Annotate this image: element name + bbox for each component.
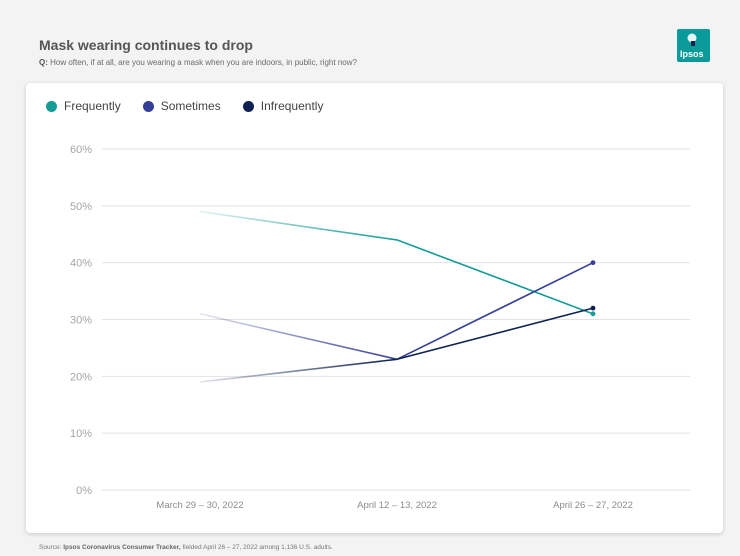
x-tick-label: March 29 – 30, 2022 bbox=[156, 500, 243, 511]
question-text: Q: How often, if at all, are you wearing… bbox=[39, 58, 357, 67]
logo-text: Ipsos bbox=[680, 49, 704, 59]
ipsos-logo: Ipsos bbox=[677, 29, 710, 62]
legend-dot-infrequently bbox=[242, 100, 254, 112]
data-point-sometimes bbox=[590, 260, 596, 266]
series-line-sometimes-start bbox=[199, 313, 398, 361]
legend-dot-sometimes bbox=[142, 100, 154, 112]
y-tick-label: 60% bbox=[70, 144, 92, 156]
source-prefix: Source: bbox=[39, 544, 62, 551]
legend-item-infrequently: Infrequently bbox=[242, 99, 324, 113]
source-bold: Ipsos Coronavirus Consumer Tracker, bbox=[63, 544, 181, 551]
question-prefix: Q: bbox=[39, 58, 48, 67]
series-line-frequently-start bbox=[199, 210, 398, 241]
y-tick-label: 0% bbox=[76, 485, 92, 497]
data-point-frequently bbox=[590, 311, 596, 317]
legend-label-infrequently: Infrequently bbox=[260, 99, 324, 113]
legend-dot-frequently bbox=[46, 100, 57, 112]
x-tick-label: April 26 – 27, 2022 bbox=[553, 500, 633, 511]
line-chart: 0% 10% 20% 30% 40% 50% 60% March 29 – 30, 2022 A… bbox=[70, 144, 690, 511]
y-tick-label: 30% bbox=[70, 315, 92, 327]
series-line-infrequently-end bbox=[396, 307, 594, 361]
chart-card: Frequently Sometimes Infrequently 0% 10% 2… bbox=[26, 83, 723, 533]
source-note: Source: Ipsos Coronavirus Consumer Track… bbox=[39, 544, 333, 551]
legend-item-sometimes: Sometimes bbox=[142, 99, 221, 113]
y-tick-label: 20% bbox=[70, 371, 92, 383]
x-tick-label: April 12 – 13, 2022 bbox=[357, 500, 437, 511]
y-tick-label: 10% bbox=[70, 428, 92, 440]
legend-label-frequently: Frequently bbox=[64, 99, 121, 113]
data-point-infrequently bbox=[590, 305, 596, 311]
series-line-sometimes-end bbox=[396, 261, 594, 361]
series-line-infrequently-start bbox=[199, 358, 398, 383]
y-tick-label: 50% bbox=[70, 201, 92, 213]
chart-legend: Frequently Sometimes Infrequently bbox=[46, 99, 345, 113]
legend-label-sometimes: Sometimes bbox=[160, 99, 221, 113]
source-rest: fielded April 26 – 27, 2022 among 1,136 … bbox=[182, 544, 333, 551]
logo-mark-icon bbox=[687, 33, 697, 46]
chart-title: Mask wearing continues to drop bbox=[39, 37, 253, 53]
series-line-frequently-end bbox=[396, 239, 594, 315]
legend-item-frequently: Frequently bbox=[46, 99, 121, 113]
question-body: How often, if at all, are you wearing a … bbox=[50, 58, 357, 67]
y-tick-label: 40% bbox=[70, 258, 92, 270]
